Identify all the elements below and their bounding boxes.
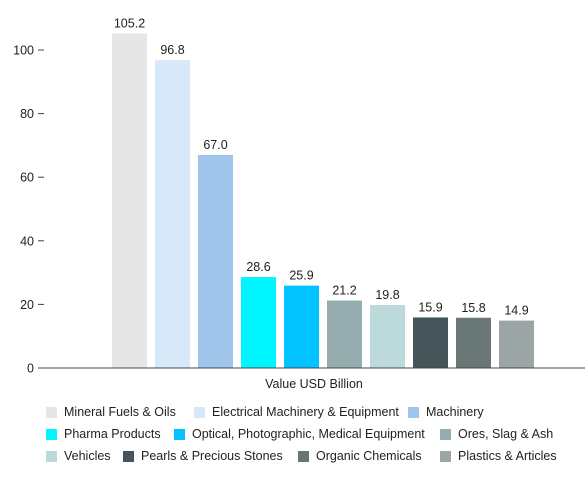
- bar-value-label: 105.2: [114, 16, 145, 30]
- legend-swatch: [440, 428, 451, 440]
- y-tick-label: 60: [20, 171, 34, 185]
- legend-swatch: [46, 428, 57, 440]
- bar[interactable]: [413, 317, 448, 368]
- bar[interactable]: [456, 317, 491, 368]
- legend-swatch: [408, 406, 419, 418]
- bar-value-label: 15.9: [418, 300, 442, 314]
- legend-swatch: [46, 406, 57, 418]
- bar-value-label: 15.8: [461, 301, 485, 315]
- legend-item[interactable]: Machinery: [408, 404, 484, 420]
- bar-value-label: 25.9: [289, 269, 313, 283]
- legend-label: Organic Chemicals: [316, 449, 422, 463]
- legend-swatch: [174, 428, 185, 440]
- legend-label: Pearls & Precious Stones: [141, 449, 283, 463]
- bar[interactable]: [370, 305, 405, 368]
- bar-value-label: 14.9: [504, 304, 528, 318]
- legend-item[interactable]: Plastics & Articles: [440, 448, 557, 464]
- legend-swatch: [440, 450, 451, 462]
- legend-item[interactable]: Optical, Photographic, Medical Equipment: [174, 426, 425, 442]
- legend-item[interactable]: Organic Chemicals: [298, 448, 422, 464]
- bar[interactable]: [284, 285, 319, 368]
- y-tick-label: 80: [20, 107, 34, 121]
- legend-item[interactable]: Pharma Products: [46, 426, 161, 442]
- bars-group: [112, 33, 534, 369]
- legend-item[interactable]: Mineral Fuels & Oils: [46, 404, 176, 420]
- bar-value-label: 19.8: [375, 288, 399, 302]
- legend-label: Machinery: [426, 405, 484, 419]
- legend-item[interactable]: Electrical Machinery & Equipment: [194, 404, 399, 420]
- bar[interactable]: [327, 300, 362, 368]
- bar-value-label: 67.0: [203, 138, 227, 152]
- y-tick-label: 100: [13, 44, 34, 58]
- legend-swatch: [298, 450, 309, 462]
- legend-label: Electrical Machinery & Equipment: [212, 405, 399, 419]
- legend-label: Ores, Slag & Ash: [458, 427, 554, 441]
- legend-label: Optical, Photographic, Medical Equipment: [192, 427, 425, 441]
- legend-item[interactable]: Ores, Slag & Ash: [440, 426, 553, 442]
- legend-label: Mineral Fuels & Oils: [64, 405, 176, 419]
- legend-swatch: [46, 450, 57, 462]
- bar[interactable]: [112, 33, 147, 369]
- y-tick-label: 0: [27, 362, 34, 376]
- bar-chart: 0 20 40 60 80 100 105.2 96.8 67.0 28.6 25.9 21.2 19…: [13, 16, 585, 391]
- y-axis-ticks: 0 20 40 60 80 100: [13, 44, 44, 376]
- bar[interactable]: [155, 60, 190, 369]
- bar-value-label: 96.8: [160, 43, 184, 57]
- legend-item[interactable]: Vehicles: [46, 448, 111, 464]
- legend-label: Plastics & Articles: [458, 449, 557, 463]
- bar-value-label: 28.6: [246, 260, 270, 274]
- bar[interactable]: [198, 154, 233, 368]
- bar-value-label: 21.2: [332, 284, 356, 298]
- legend-label: Pharma Products: [64, 427, 161, 441]
- legend-swatch: [194, 406, 205, 418]
- y-tick-label: 20: [20, 298, 34, 312]
- legend-item[interactable]: Pearls & Precious Stones: [123, 448, 283, 464]
- legend-label: Vehicles: [64, 449, 111, 463]
- bar[interactable]: [499, 320, 534, 368]
- bar[interactable]: [241, 277, 276, 368]
- x-axis-label: Value USD Billion: [265, 377, 363, 391]
- legend-swatch: [123, 450, 134, 462]
- y-tick-label: 40: [20, 234, 34, 248]
- bar-value-labels: 105.2 96.8 67.0 28.6 25.9 21.2 19.8 15.9 15.8 14.…: [114, 16, 529, 317]
